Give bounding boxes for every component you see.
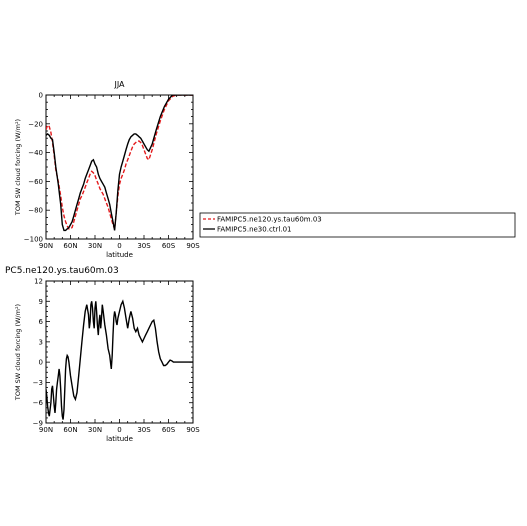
y-tick-label: −3: [33, 379, 43, 387]
chart-panel-0: 90N 60N 30N 0 30S 60S 90S −100 −80 −60 −40 −20 0 JJA l…: [14, 80, 516, 259]
legend-box: [199, 212, 516, 238]
chart-title: JJA: [113, 80, 125, 89]
x-axis-label: latitude: [106, 251, 133, 259]
y-tick-label: 12: [34, 278, 43, 286]
x-tick-label: 0: [117, 426, 121, 434]
x-tick-label: 60N: [63, 242, 77, 250]
x-tick-label: 90N: [39, 242, 53, 250]
x-tick-label: 30S: [137, 426, 151, 434]
plot-frame: [45, 94, 194, 240]
series-line-0: [46, 95, 193, 230]
legend-label: FAMIPC5.ne30.ctrl.01: [217, 226, 292, 234]
x-tick-label: 90N: [39, 426, 53, 434]
legend: FAMIPC5.ne120.ys.tau60m.03 FAMIPC5.ne30.c…: [199, 212, 516, 238]
y-axis-label: TOM SW cloud forcing (W/m²): [14, 304, 22, 401]
x-tick-label: 30N: [88, 242, 102, 250]
y-tick-label: −9: [33, 420, 43, 428]
legend-label: FAMIPC5.ne120.ys.tau60m.03: [217, 216, 322, 224]
y-tick-label: 9: [39, 298, 43, 306]
y-tick-label: 0: [39, 92, 43, 100]
y-axis-label: TOM SW cloud forcing (W/m²): [14, 119, 22, 216]
x-tick-label: 90S: [186, 426, 200, 434]
chart-panel-1: 90N 60N 30N 0 30S 60S 90S −9 −6 −3 0 3 6 9 12 PC5.ne120…: [5, 266, 200, 443]
x-tick-label: 30S: [137, 242, 151, 250]
x-tick-label: 60S: [162, 242, 176, 250]
x-tick-label: 0: [117, 242, 121, 250]
y-tick-label: −100: [24, 236, 43, 244]
x-tick-label: 60S: [162, 426, 176, 434]
chart-title: PC5.ne120.ys.tau60m.03: [5, 266, 119, 276]
y-tick-label: 3: [39, 338, 43, 346]
x-tick-label: 60N: [63, 426, 77, 434]
y-tick-label: −20: [28, 120, 43, 128]
x-tick-label: 90S: [186, 242, 200, 250]
y-tick-label: −6: [33, 399, 44, 407]
x-tick-label: 30N: [88, 426, 102, 434]
series-line-0: [46, 299, 193, 420]
plot-frame: [45, 280, 194, 424]
y-tick-label: −40: [28, 149, 43, 157]
series-line-1: [46, 95, 193, 232]
x-axis-label: latitude: [106, 435, 133, 443]
y-tick-label: 0: [39, 359, 43, 367]
y-tick-label: −60: [28, 178, 43, 186]
y-tick-label: 6: [39, 318, 44, 326]
y-tick-label: −80: [28, 207, 43, 215]
